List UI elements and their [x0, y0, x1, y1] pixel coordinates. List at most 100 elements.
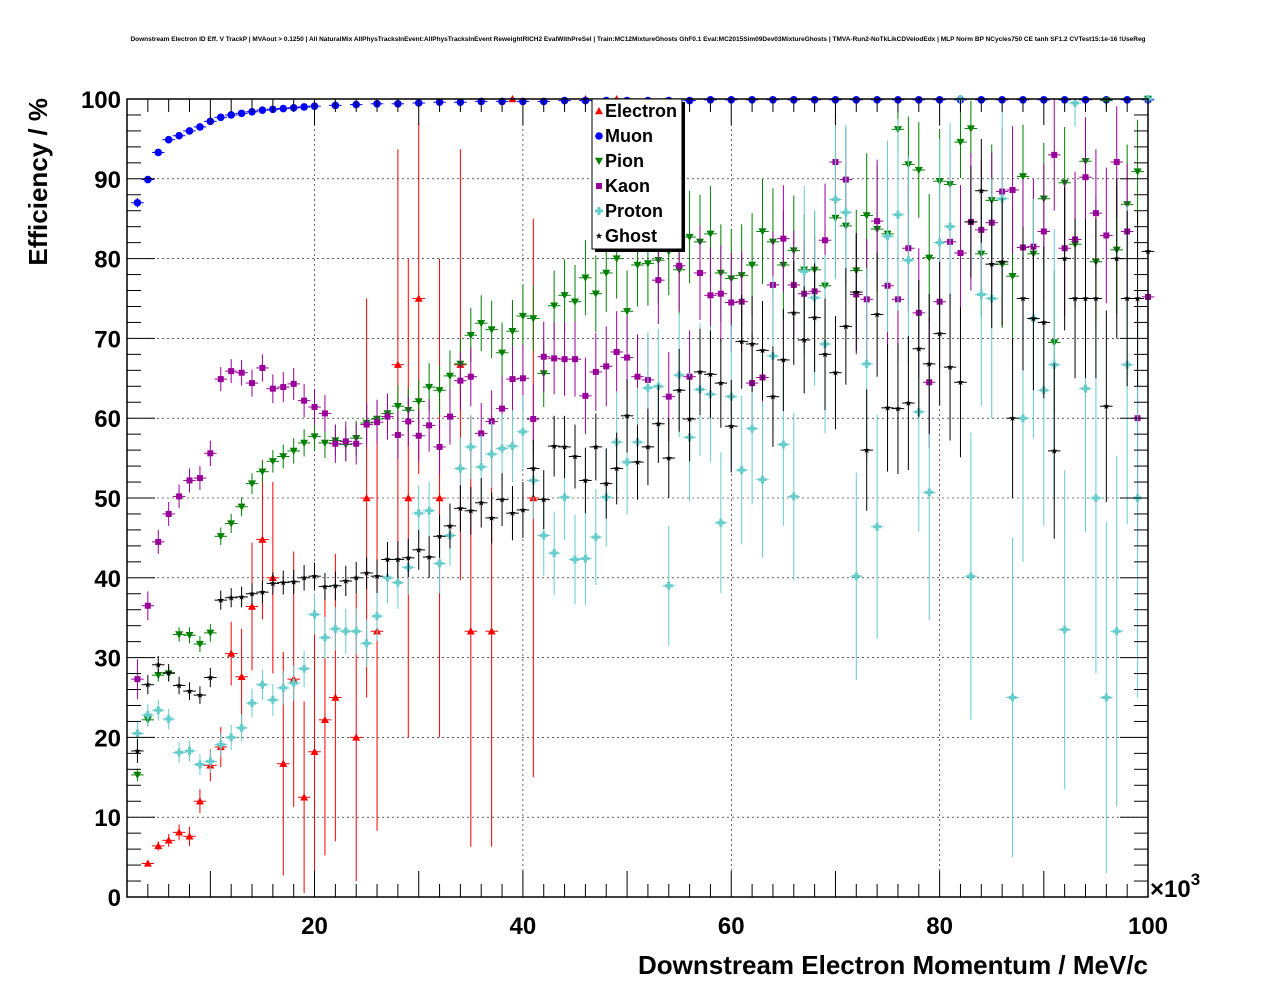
y-tick-label: 20: [94, 725, 121, 752]
kaon-point: [634, 373, 641, 380]
ghost-point: [269, 579, 277, 587]
ghost-point: [592, 443, 600, 450]
y-axis-title: Efficiency / %: [23, 98, 53, 266]
kaon-point: [707, 292, 714, 299]
y-tick-label: 50: [94, 486, 121, 513]
pion-point: [487, 326, 496, 334]
kaon-point: [165, 510, 172, 517]
kaon-point: [290, 380, 297, 387]
ghost-point: [415, 546, 423, 553]
ghost-point: [644, 443, 652, 450]
ghost-point: [967, 218, 975, 225]
ghost-point: [1040, 318, 1048, 326]
ghost-point: [488, 514, 495, 521]
kaon-point: [676, 262, 683, 269]
muon-point: [258, 106, 267, 114]
pion-point: [445, 372, 454, 380]
ghost-point: [675, 386, 683, 394]
pion-point: [1018, 173, 1027, 181]
ghost-point: [186, 687, 193, 694]
pion-point: [612, 255, 621, 263]
ghost-point: [790, 309, 798, 316]
ghost-point: [290, 578, 298, 585]
proton-point: [873, 522, 882, 531]
ghost-point: [321, 583, 329, 590]
ghost-point: [259, 588, 266, 595]
proton-point: [883, 232, 892, 241]
proton-point: [227, 733, 236, 742]
ghost-point: [384, 555, 391, 563]
pion-point: [477, 320, 486, 328]
proton-point: [862, 359, 871, 368]
ghost-point: [1123, 295, 1131, 302]
proton-point: [800, 267, 809, 276]
legend-label-ghost: Ghost: [605, 226, 657, 246]
kaon-point: [134, 676, 141, 683]
electron-point: [466, 627, 475, 635]
proton-point: [1060, 625, 1069, 634]
ghost-point: [175, 682, 183, 689]
kaon-point: [1082, 174, 1089, 181]
proton-point: [946, 222, 955, 231]
ghost-point: [217, 596, 225, 603]
axis-ticks: [126, 98, 1149, 898]
legend-label-pion: Pion: [605, 151, 644, 171]
ghost-point: [144, 681, 152, 688]
proton-point: [1102, 693, 1111, 702]
electron-point: [362, 494, 371, 502]
proton-point: [393, 578, 402, 587]
proton-point: [206, 757, 215, 766]
kaon-point: [499, 405, 506, 412]
pion-point: [466, 332, 475, 340]
x-tick-label: 80: [926, 913, 953, 940]
pion-point: [393, 403, 402, 411]
muon-point: [279, 104, 288, 113]
kaon-point: [249, 380, 256, 387]
y-tick-label: 40: [94, 566, 121, 593]
electron-point: [331, 693, 340, 701]
ghost-point: [550, 442, 558, 449]
ghost-point: [1092, 295, 1100, 302]
ghost-point: [727, 422, 735, 430]
legend-label-muon: Muon: [605, 126, 653, 146]
pion-point: [560, 292, 569, 300]
electron-point: [300, 793, 309, 801]
kaon-point: [697, 269, 704, 276]
kaon-point: [655, 277, 662, 284]
ghost-point: [946, 363, 954, 370]
kaon-point: [509, 376, 516, 383]
series-electron: [141, 95, 623, 894]
proton-point: [581, 554, 590, 563]
ghost-point: [1134, 295, 1141, 302]
y-tick-label: 100: [81, 87, 121, 114]
proton-point: [1018, 414, 1027, 423]
ghost-point: [571, 453, 579, 460]
pion-point: [581, 274, 590, 282]
proton-point: [300, 664, 309, 673]
x-tick-label: 20: [301, 913, 328, 940]
kaon-point: [186, 477, 193, 484]
legend-marker-electron: [595, 107, 603, 115]
electron-point: [414, 294, 423, 302]
pion-point: [435, 387, 444, 395]
proton-point: [216, 740, 225, 749]
pion-point: [966, 125, 975, 133]
axis-tick-labels: 20 40 60 80 100 0 10 20 30 40 50 60 70 80 90 100: [81, 87, 1168, 940]
kaon-point: [457, 377, 464, 384]
electron-point: [195, 797, 204, 805]
x-axis-exponent: ×103: [1150, 870, 1200, 903]
proton-point: [487, 450, 496, 459]
proton-point: [893, 210, 902, 219]
ghost-point: [665, 454, 673, 461]
ghost-point: [352, 574, 360, 581]
kaon-point: [728, 299, 735, 306]
x-axis-exponent-base: ×10: [1150, 876, 1191, 903]
kaon-point: [530, 415, 537, 422]
ghost-point: [227, 594, 235, 601]
proton-point: [925, 488, 934, 497]
proton-point: [904, 256, 913, 265]
pion-point: [237, 503, 246, 511]
proton-point: [852, 572, 861, 581]
proton-point: [716, 518, 725, 527]
